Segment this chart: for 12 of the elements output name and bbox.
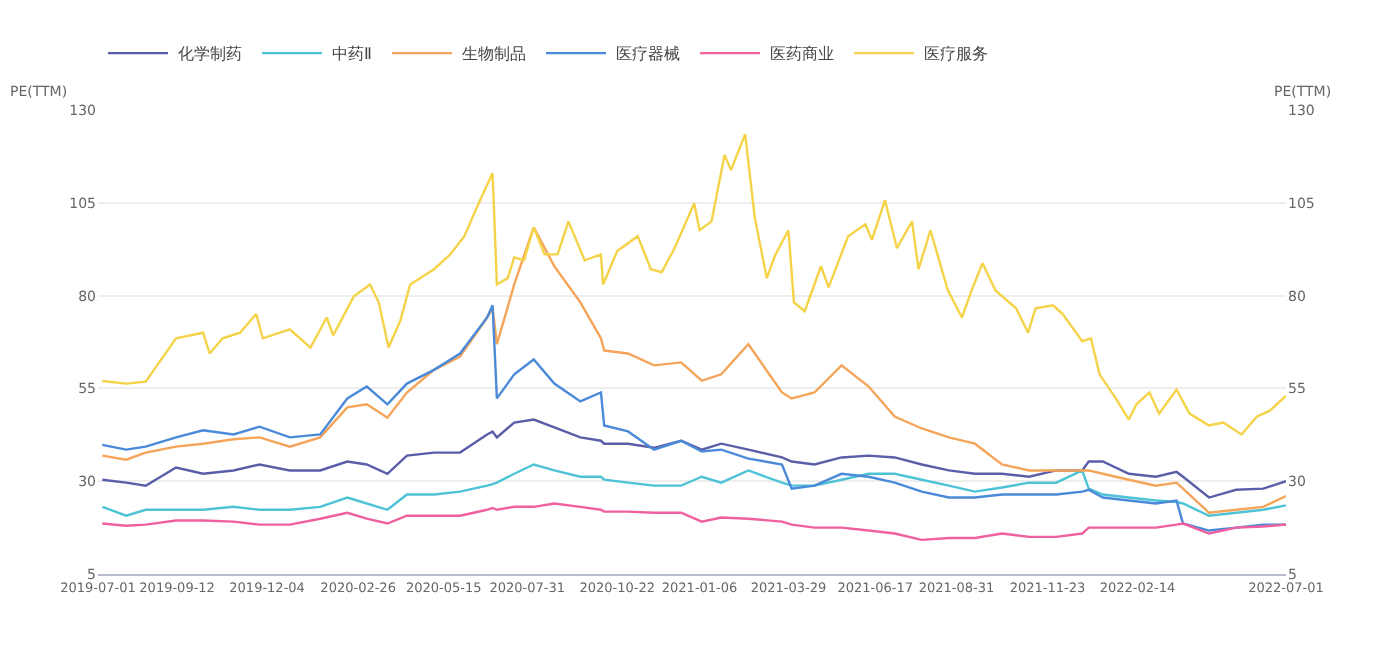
legend-label: 生物制品 bbox=[462, 45, 526, 64]
line-series bbox=[101, 463, 1286, 517]
line-series bbox=[101, 502, 1286, 542]
legend-label: 医疗器械 bbox=[616, 45, 680, 64]
line-series bbox=[101, 226, 1286, 514]
legend-label: 化学制药 bbox=[178, 45, 242, 64]
legend-label: 医药商业 bbox=[770, 45, 834, 64]
line-series bbox=[101, 132, 1286, 436]
legend-label: 中药Ⅱ bbox=[332, 45, 372, 64]
legend-label: 医疗服务 bbox=[924, 45, 988, 64]
line-series bbox=[101, 304, 1286, 532]
line-series bbox=[101, 418, 1286, 499]
